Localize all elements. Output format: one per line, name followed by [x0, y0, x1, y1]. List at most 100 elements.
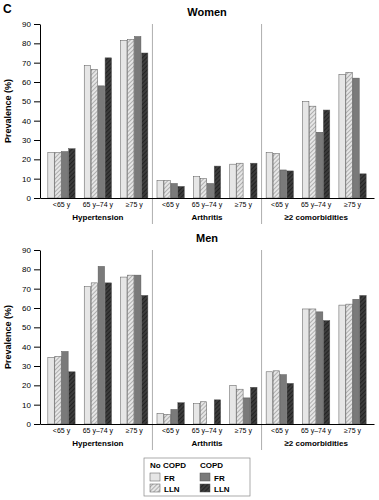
- bar: [309, 106, 315, 198]
- bar: [287, 383, 293, 424]
- y-tick-label: 20: [22, 155, 31, 164]
- bar: [178, 403, 184, 424]
- chart-root: CWomenPrevalence (%)0102030405060708090<…: [0, 0, 379, 500]
- x-tick-label: 65 y–74 y: [301, 201, 332, 209]
- y-tick-label: 70: [22, 285, 31, 294]
- y-tick: 30: [22, 362, 40, 371]
- x-axis-line: [41, 424, 375, 425]
- y-tick-mark: [34, 366, 40, 367]
- bar: [360, 174, 366, 198]
- y-tick-label: 90: [22, 20, 31, 29]
- x-tick: <65 y: [53, 198, 71, 209]
- group-separator: [261, 250, 262, 450]
- bar: [273, 371, 279, 424]
- y-tick: 90: [22, 246, 40, 255]
- y-tick: 60: [22, 304, 40, 313]
- y-tick-label: 0: [27, 420, 32, 429]
- y-tick-mark: [34, 198, 40, 199]
- y-axis-line: [40, 25, 41, 199]
- y-tick-mark: [34, 140, 40, 141]
- bar: [251, 387, 257, 424]
- x-tick-label: <65 y: [162, 427, 180, 435]
- bar: [303, 309, 309, 424]
- bar: [353, 78, 359, 198]
- panel-title: Women: [187, 6, 227, 18]
- y-axis: 0102030405060708090: [22, 246, 40, 429]
- x-tick: 65 y–74 y: [192, 198, 223, 209]
- legend-label: LLN: [214, 485, 230, 494]
- group-separator: [152, 24, 153, 224]
- bar: [200, 179, 206, 198]
- x-tick: ≥75 y: [235, 424, 253, 435]
- legend-swatch: [150, 473, 160, 481]
- y-tick: 70: [22, 59, 40, 68]
- y-tick: 50: [22, 323, 40, 332]
- bar: [121, 40, 127, 198]
- y-tick: 90: [22, 20, 40, 29]
- bar: [121, 277, 127, 424]
- bar: [135, 275, 141, 424]
- bar: [98, 266, 104, 424]
- bar: [346, 72, 352, 198]
- bar: [171, 410, 177, 425]
- x-tick: <65 y: [162, 424, 180, 435]
- bar: [84, 287, 90, 424]
- x-tick: ≥75 y: [344, 424, 362, 435]
- y-tick-mark: [34, 347, 40, 348]
- bar: [98, 86, 104, 198]
- bar: [69, 372, 75, 424]
- y-tick-mark: [34, 43, 40, 44]
- y-tick: 40: [22, 117, 40, 126]
- y-tick: 60: [22, 78, 40, 87]
- y-tick: 0: [27, 194, 40, 203]
- y-tick-label: 80: [22, 265, 31, 274]
- bar: [214, 400, 220, 424]
- bar: [55, 356, 61, 424]
- y-tick-mark: [34, 308, 40, 309]
- bar: [237, 389, 243, 424]
- legend-swatch: [200, 484, 210, 492]
- y-tick-mark: [34, 101, 40, 102]
- bar: [251, 163, 257, 198]
- legend-swatch: [200, 473, 210, 481]
- x-tick: ≥75 y: [344, 198, 362, 209]
- legend-label: FR: [164, 474, 175, 483]
- panel: WomenPrevalence (%)0102030405060708090<6…: [3, 6, 375, 224]
- y-tick-mark: [34, 159, 40, 160]
- y-tick-mark: [34, 289, 40, 290]
- bar: [287, 171, 293, 198]
- bar: [230, 385, 236, 424]
- y-axis-title: Prevalence (%): [3, 79, 13, 143]
- y-tick-label: 70: [22, 59, 31, 68]
- y-tick-label: 10: [22, 401, 31, 410]
- y-tick-mark: [34, 82, 40, 83]
- legend-box: [144, 458, 250, 496]
- x-tick-label: ≥75 y: [126, 201, 144, 209]
- bar: [237, 163, 243, 198]
- x-tick-label: 65 y–74 y: [83, 427, 114, 435]
- y-tick: 80: [22, 265, 40, 274]
- bar: [230, 164, 236, 198]
- bar: [48, 357, 54, 424]
- bar: [316, 132, 322, 198]
- x-tick-label: <65 y: [53, 201, 71, 209]
- bar: [91, 69, 97, 198]
- x-tick-label: ≥75 y: [344, 427, 362, 435]
- bar: [346, 304, 352, 424]
- panel: MenPrevalence (%)0102030405060708090<65 …: [3, 232, 375, 450]
- bar: [323, 110, 329, 198]
- x-tick-label: ≥75 y: [235, 427, 253, 435]
- bar: [193, 177, 199, 198]
- x-tick: ≥75 y: [126, 198, 144, 209]
- bar: [280, 375, 286, 424]
- x-tick: 65 y–74 y: [301, 198, 332, 209]
- bar: [141, 295, 147, 424]
- y-tick: 80: [22, 39, 40, 48]
- y-tick-mark: [34, 250, 40, 251]
- y-tick-mark: [34, 385, 40, 386]
- bar: [62, 352, 68, 425]
- bar: [244, 398, 250, 424]
- x-tick: <65 y: [53, 424, 71, 435]
- legend: No COPDFRLLNCOPDFRLLN: [144, 458, 250, 496]
- bar: [55, 153, 61, 198]
